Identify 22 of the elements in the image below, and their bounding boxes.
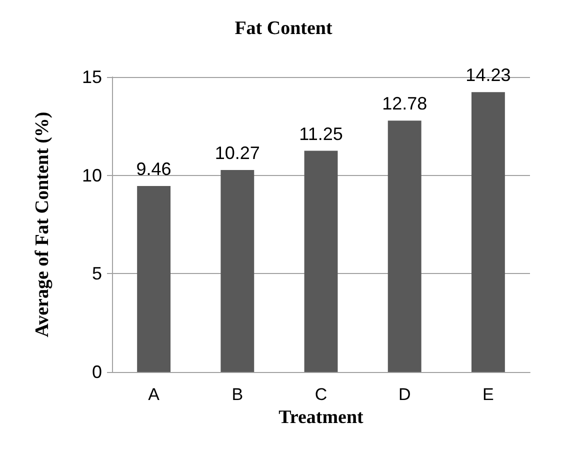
data-label: 9.46 <box>136 158 172 179</box>
x-tick-label: E <box>482 385 494 404</box>
y-tick-label: 10 <box>82 165 102 186</box>
data-label: 12.78 <box>382 94 428 114</box>
data-label: 10.27 <box>214 143 260 164</box>
bar <box>304 150 338 372</box>
x-tick-label: B <box>232 385 244 404</box>
chart-title: Fat Content <box>234 18 333 39</box>
x-axis-title: Treatment <box>278 407 364 428</box>
y-tick-label: 15 <box>82 67 102 87</box>
data-label: 11.25 <box>299 124 343 144</box>
y-tick-label: 0 <box>92 362 102 382</box>
bar <box>137 186 171 372</box>
bar <box>388 120 422 372</box>
bar <box>471 92 505 372</box>
x-tick-label: A <box>148 385 160 404</box>
bar <box>220 170 254 372</box>
y-tick-label: 5 <box>92 264 102 284</box>
data-label: 14.23 <box>466 65 511 86</box>
x-tick-label: C <box>314 385 328 404</box>
x-tick-label: D <box>398 385 411 404</box>
y-axis-title: Average of Fat Content (%) <box>32 112 53 338</box>
